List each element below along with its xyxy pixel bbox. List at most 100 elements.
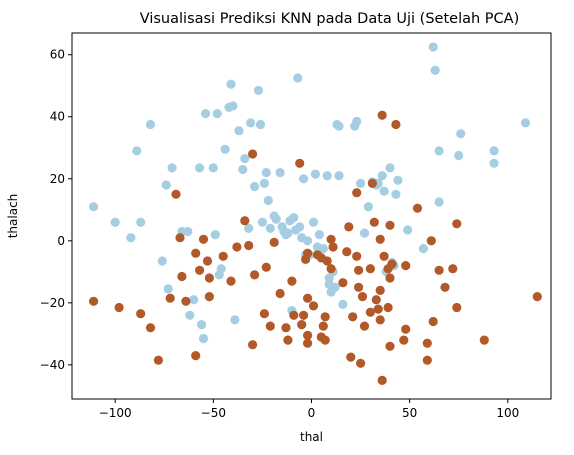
- scatter-point: [234, 126, 244, 136]
- scatter-point: [295, 158, 305, 168]
- scatter-point: [356, 358, 366, 368]
- scatter-point: [175, 233, 185, 243]
- y-tick-label: −20: [40, 296, 65, 310]
- scatter-point: [289, 213, 299, 223]
- scatter-point: [198, 234, 209, 244]
- scatter-point: [261, 262, 271, 272]
- scatter-point: [191, 248, 201, 258]
- scatter-point: [226, 79, 236, 89]
- scatter-point: [310, 169, 320, 179]
- axis-ticks-layer: −100 −50 0 50 100 −40 −20 0 20 40 60: [40, 48, 520, 420]
- scatter-point: [403, 225, 413, 235]
- scatter-point: [165, 293, 175, 303]
- scatter-point: [220, 144, 230, 154]
- scatter-point: [259, 309, 269, 319]
- scatter-point: [210, 230, 220, 240]
- scatter-point: [418, 244, 428, 254]
- scatter-point: [246, 118, 256, 128]
- scatter-point: [198, 333, 209, 344]
- scatter-point: [161, 180, 171, 190]
- scatter-point: [328, 242, 338, 252]
- scatter-point: [197, 320, 207, 330]
- scatter-point: [153, 355, 163, 365]
- scatter-point: [244, 223, 254, 233]
- scatter-point: [289, 310, 299, 320]
- scatter-point: [354, 282, 364, 292]
- scatter-point: [320, 312, 330, 322]
- scatter-point: [248, 149, 258, 159]
- y-tick-label: −40: [40, 358, 65, 372]
- scatter-point: [308, 217, 319, 227]
- scatter-point: [275, 168, 285, 178]
- scatter-point: [293, 73, 303, 83]
- scatter-point: [253, 85, 264, 95]
- scatter-point: [401, 324, 411, 334]
- y-tick-label: 0: [57, 234, 65, 248]
- scatter-point: [356, 178, 366, 188]
- scatter-point: [385, 341, 395, 351]
- scatter-point: [387, 259, 397, 269]
- scatter-point: [181, 296, 191, 306]
- scatter-point: [238, 164, 248, 175]
- scatter-point: [248, 340, 258, 350]
- y-tick-label: 60: [50, 48, 65, 62]
- scatter-point: [342, 247, 352, 257]
- scatter-point: [185, 310, 195, 320]
- scatter-point: [303, 293, 313, 303]
- scatter-point: [281, 323, 291, 333]
- x-axis-label: thal: [300, 430, 323, 444]
- scatter-point: [163, 284, 173, 294]
- scatter-point: [334, 121, 344, 131]
- scatter-point: [430, 65, 440, 75]
- scatter-point: [371, 295, 381, 305]
- scatter-point: [314, 230, 324, 240]
- scatter-point: [489, 158, 499, 168]
- x-tick-label: −50: [201, 406, 226, 420]
- scatter-point: [326, 234, 336, 244]
- scatter-point: [257, 217, 267, 227]
- scatter-point: [352, 251, 362, 261]
- scatter-point: [391, 189, 401, 199]
- scatter-point: [422, 338, 432, 348]
- scatter-point: [269, 237, 279, 247]
- scatter-point: [177, 271, 187, 282]
- scatter-point: [136, 217, 146, 227]
- scatter-point: [385, 163, 395, 173]
- scatter-point: [216, 264, 226, 274]
- scatter-point: [379, 186, 389, 196]
- scatter-point: [322, 171, 332, 181]
- scatter-point: [320, 335, 330, 345]
- scatter-point: [303, 248, 313, 258]
- scatter-point: [265, 223, 275, 233]
- scatter-point: [145, 323, 156, 333]
- scatter-point: [346, 352, 356, 362]
- scatter-point: [375, 315, 385, 325]
- scatter-point: [479, 335, 489, 345]
- scatter-point: [393, 175, 403, 185]
- scatter-point: [532, 292, 542, 302]
- scatter-point: [265, 321, 275, 331]
- scatter-point: [132, 146, 142, 156]
- scatter-point: [204, 292, 214, 302]
- scatter-point: [363, 202, 373, 212]
- scatter-point: [202, 256, 213, 266]
- scatter-point: [434, 197, 444, 207]
- scatter-point: [189, 295, 199, 305]
- scatter-point: [283, 335, 293, 345]
- scatter-point: [89, 202, 99, 212]
- scatter-point: [412, 203, 423, 213]
- scatter-point: [299, 310, 309, 320]
- scatter-point: [136, 309, 146, 319]
- scatter-point: [255, 119, 266, 130]
- scatter-point: [373, 304, 383, 314]
- scatter-point: [377, 375, 387, 385]
- scatter-point: [297, 320, 307, 330]
- scatter-point: [399, 335, 409, 345]
- scatter-point: [401, 261, 411, 271]
- scatter-point: [348, 312, 358, 322]
- scatter-point: [428, 42, 438, 52]
- x-tick-label: 100: [496, 406, 519, 420]
- y-tick-label: 40: [50, 110, 65, 124]
- x-tick-label: 50: [402, 406, 417, 420]
- scatter-point: [126, 233, 136, 243]
